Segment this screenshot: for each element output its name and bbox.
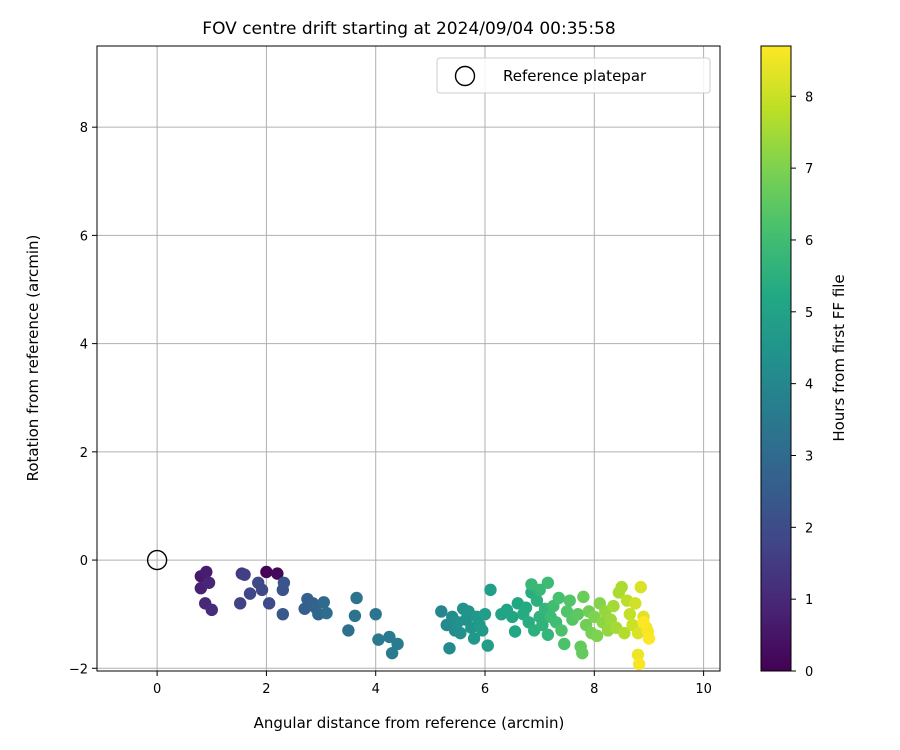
y-axis-ticks: −2 0 2 4 6 8 — [69, 121, 97, 677]
data-point — [632, 657, 646, 671]
data-point — [454, 626, 467, 640]
x-tick-label: 10 — [695, 682, 712, 697]
colorbar-ticks: 0 1 2 3 4 5 6 7 8 — [791, 90, 813, 680]
x-tick-label: 8 — [590, 682, 598, 697]
data-point — [590, 629, 604, 643]
data-point — [637, 616, 650, 629]
data-point — [435, 605, 448, 618]
data-point — [202, 576, 216, 589]
data-point — [348, 609, 362, 623]
x-tick-label: 6 — [481, 682, 489, 697]
x-axis-label: Angular distance from reference (arcmin) — [254, 714, 565, 732]
data-points — [194, 565, 656, 671]
data-point — [271, 567, 284, 580]
data-point — [631, 648, 645, 661]
data-point — [385, 646, 399, 660]
data-point — [541, 628, 555, 641]
data-point — [618, 626, 631, 640]
legend-marker — [454, 65, 476, 87]
data-point — [255, 583, 269, 597]
data-point — [383, 630, 396, 644]
colorbar-tick-label: 8 — [805, 90, 813, 105]
x-tick-label: 2 — [262, 682, 270, 697]
data-point — [615, 580, 628, 594]
colorbar-tick-label: 4 — [805, 378, 813, 393]
data-point — [317, 596, 330, 609]
y-tick-label: 4 — [80, 338, 88, 353]
data-point — [443, 642, 456, 655]
colorbar-tick-label: 6 — [805, 234, 813, 249]
colorbar-tick-label: 3 — [805, 449, 813, 464]
data-point — [577, 590, 590, 604]
colorbar-tick-label: 5 — [805, 306, 813, 321]
x-tick-label: 4 — [372, 682, 380, 697]
data-point — [576, 646, 589, 660]
y-tick-label: 8 — [80, 121, 88, 136]
data-point — [478, 607, 492, 621]
colorbar-gradient — [760, 45, 792, 672]
data-point — [555, 624, 568, 637]
data-point — [536, 618, 549, 632]
data-point — [484, 583, 497, 597]
data-point — [238, 568, 251, 581]
data-point — [506, 610, 519, 624]
data-point — [243, 587, 257, 600]
data-point — [508, 625, 522, 638]
plot-frame — [96, 45, 721, 672]
data-point — [467, 632, 481, 645]
y-tick-label: 2 — [80, 446, 88, 461]
legend-box — [436, 57, 711, 94]
data-point — [634, 580, 647, 594]
data-point — [629, 597, 642, 610]
y-axis-label: Rotation from reference (arcmin) — [24, 235, 42, 482]
data-point — [320, 606, 333, 620]
data-point — [277, 576, 291, 589]
data-point — [350, 591, 363, 605]
x-tick-label: 0 — [153, 682, 161, 697]
colorbar-tick-label: 0 — [805, 665, 813, 680]
data-point — [233, 597, 247, 610]
colorbar-tick-label: 7 — [805, 162, 813, 177]
data-point — [530, 594, 544, 607]
chart-title: FOV centre drift starting at 2024/09/04 … — [202, 19, 615, 39]
y-tick-label: 6 — [80, 229, 88, 244]
data-point — [276, 607, 290, 621]
legend-label: Reference platepar — [503, 67, 647, 85]
data-point — [563, 594, 576, 607]
x-axis-ticks: 0 2 4 6 8 10 — [153, 671, 712, 697]
data-point — [571, 607, 585, 621]
data-point — [476, 624, 489, 637]
data-point — [642, 632, 656, 645]
data-point — [533, 583, 546, 597]
data-point — [205, 603, 218, 617]
data-point — [200, 565, 213, 579]
reference-marker — [146, 549, 168, 571]
data-point — [558, 637, 571, 651]
data-point — [607, 599, 620, 613]
y-tick-label: −2 — [69, 662, 88, 677]
colorbar-tick-label: 1 — [805, 593, 813, 608]
data-point — [342, 624, 355, 637]
data-point — [369, 607, 382, 621]
data-point — [552, 591, 565, 605]
colorbar-tick-label: 2 — [805, 521, 813, 536]
colorbar: 0 1 2 3 4 5 6 7 8 Hours from first FF file — [760, 45, 848, 680]
grid-lines — [97, 46, 720, 671]
data-point — [260, 565, 273, 579]
data-point — [541, 576, 555, 589]
legend: Reference platepar — [436, 57, 711, 94]
y-tick-label: 0 — [80, 554, 88, 569]
data-point — [391, 637, 404, 651]
colorbar-label: Hours from first FF file — [830, 274, 848, 441]
data-point — [481, 639, 494, 652]
data-point — [262, 597, 276, 610]
data-point — [623, 607, 637, 621]
data-point — [519, 601, 533, 614]
data-point — [372, 633, 385, 646]
